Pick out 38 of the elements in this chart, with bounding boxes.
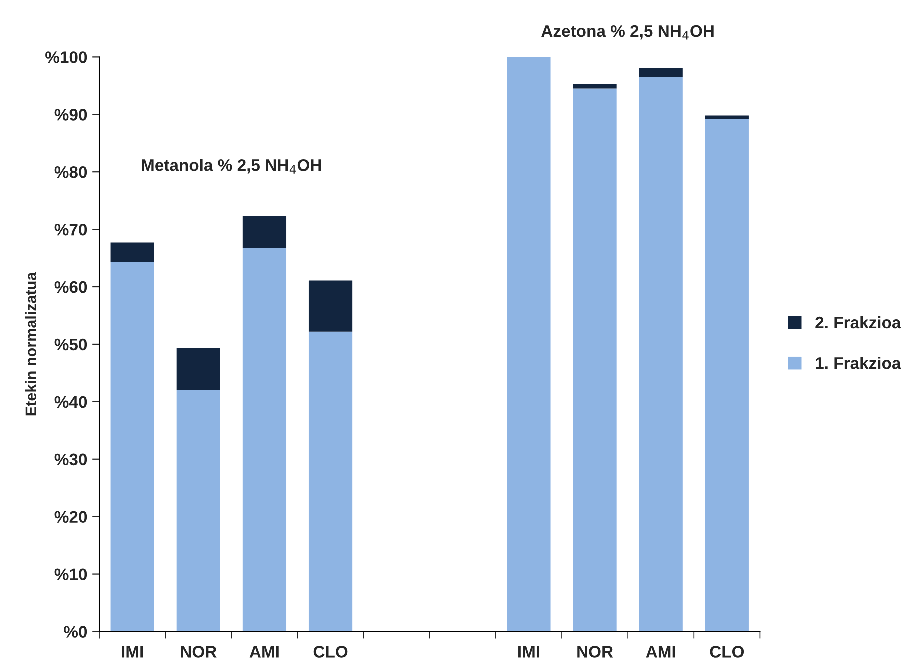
y-tick-label: %10 bbox=[54, 568, 88, 580]
x-tick-label: IMI bbox=[122, 646, 144, 658]
x-tick-label: AMI bbox=[250, 646, 279, 658]
bar bbox=[176, 348, 220, 390]
text: Azetona % 2,5 NH$_{4}$OH bbox=[542, 25, 714, 40]
bar bbox=[573, 84, 617, 89]
y-tick-label: %70 bbox=[54, 224, 88, 236]
y-axis-title: Etekin normalizatua bbox=[25, 272, 37, 416]
x-tick-label: IMI bbox=[518, 646, 540, 658]
bar bbox=[573, 88, 617, 632]
y-tick-label: %0 bbox=[64, 626, 88, 638]
bar bbox=[639, 77, 683, 632]
bar bbox=[308, 332, 353, 632]
x-tick-label: AMI bbox=[646, 646, 676, 658]
y-tick-label: %100 bbox=[46, 52, 88, 64]
bar bbox=[110, 242, 154, 262]
y-tick-label: %90 bbox=[54, 109, 88, 121]
bar bbox=[705, 119, 749, 632]
legend-label: 2. Frakzioa bbox=[816, 316, 902, 329]
x-tick-label: CLO bbox=[710, 646, 744, 658]
y-tick-label: %20 bbox=[54, 511, 88, 524]
legend-label: 1. Frakzioa bbox=[816, 357, 902, 370]
bar bbox=[242, 248, 287, 632]
x-tick-label: NOR bbox=[578, 646, 614, 658]
bar bbox=[507, 57, 551, 632]
bar bbox=[242, 216, 287, 248]
y-tick-label: %30 bbox=[54, 454, 88, 466]
y-tick-label: %60 bbox=[54, 281, 88, 294]
y-tick-label: %40 bbox=[54, 396, 88, 408]
y-tick-label: %50 bbox=[54, 338, 88, 351]
bar bbox=[308, 280, 353, 332]
y-tick-label: %80 bbox=[54, 166, 88, 178]
x-tick-label: CLO bbox=[314, 646, 348, 658]
bar bbox=[639, 68, 683, 78]
bar bbox=[176, 390, 220, 632]
x-tick-label: NOR bbox=[181, 646, 217, 658]
annotation: Metanola % 2,5 NH$_{4}$OH bbox=[142, 159, 322, 174]
bar bbox=[110, 262, 154, 632]
